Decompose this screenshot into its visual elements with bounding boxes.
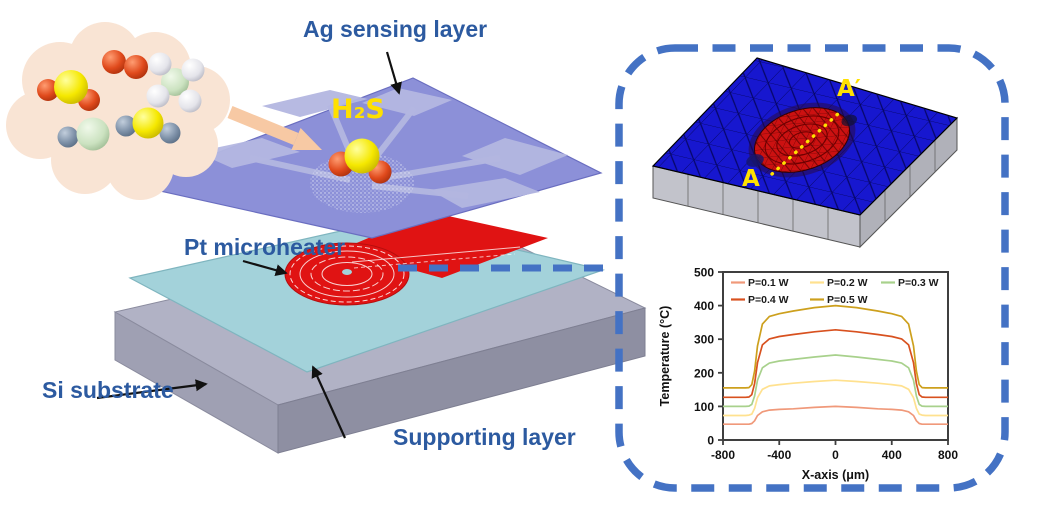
arrow-si-substrate xyxy=(96,379,208,400)
section-a-label: A xyxy=(742,166,760,192)
x-axis-title: X-axis (μm) xyxy=(802,468,869,482)
y-tick-label: 0 xyxy=(707,434,714,448)
arrow-supporting-layer xyxy=(311,365,347,439)
y-tick-label: 300 xyxy=(694,333,714,347)
supporting-layer-label: Supporting layer xyxy=(393,424,576,450)
series-line-P=0.5 W xyxy=(723,304,948,389)
ag-sensing-layer-label: Ag sensing layer xyxy=(303,16,488,42)
molecule-co-icon xyxy=(57,117,110,151)
fem-mesh-view: A A′ xyxy=(651,57,959,249)
y-tick-label: 200 xyxy=(694,366,714,380)
arrow-pt-microheater xyxy=(242,259,288,277)
mesh-hot-zone xyxy=(746,102,858,178)
molecule-o2-icon xyxy=(102,50,148,79)
molecule-h2s-icon xyxy=(115,107,181,144)
y-tick-label: 100 xyxy=(694,400,714,414)
arrow-ag-sensing-layer xyxy=(385,51,402,95)
si-substrate-label: Si substrate xyxy=(42,377,174,403)
legend-label-P=0.3 W: P=0.3 W xyxy=(898,277,939,289)
y-tick-label: 500 xyxy=(694,266,714,280)
gas-cloud xyxy=(6,22,230,200)
legend-label-P=0.5 W: P=0.5 W xyxy=(827,294,868,306)
gas-inlet-arrow xyxy=(227,105,322,150)
annotation-arrows xyxy=(96,51,402,439)
molecule-ch4-icon xyxy=(146,52,205,113)
sensor-exploded-diagram xyxy=(6,22,647,454)
h2s-molecule-icon xyxy=(328,138,392,184)
legend-label-P=0.2 W: P=0.2 W xyxy=(827,277,868,289)
electrode-traces xyxy=(249,103,501,199)
x-tick-label: 0 xyxy=(832,448,839,462)
series-line-P=0.3 W xyxy=(723,354,948,408)
legend-label-P=0.4 W: P=0.4 W xyxy=(748,294,789,306)
x-tick-label: -800 xyxy=(711,448,735,462)
y-tick-label: 400 xyxy=(694,299,714,313)
y-axis-title: Temperature (°C) xyxy=(658,306,672,407)
mesh-side-divisions xyxy=(687,140,936,239)
electrode-pads xyxy=(196,88,568,208)
x-tick-label: 800 xyxy=(938,448,958,462)
temperature-profile-chart: 0 100 200 300 400 500 -800 -400 0 400 800 X-axis (μ… xyxy=(658,266,958,483)
legend-label-P=0.1 W: P=0.1 W xyxy=(748,277,789,289)
section-line xyxy=(770,110,842,176)
series-line-P=0.1 W xyxy=(723,405,948,426)
series-line-P=0.4 W xyxy=(723,328,948,399)
x-tick-label: -400 xyxy=(767,448,791,462)
h2s-label: H₂S xyxy=(331,94,385,125)
series-line-P=0.2 W xyxy=(723,379,948,417)
section-a-prime-label: A′ xyxy=(837,76,861,102)
x-tick-label: 400 xyxy=(882,448,902,462)
pt-microheater-label: Pt microheater xyxy=(184,234,346,260)
molecule-so2-icon xyxy=(37,70,100,111)
mesh-plate: A A′ xyxy=(651,57,959,249)
